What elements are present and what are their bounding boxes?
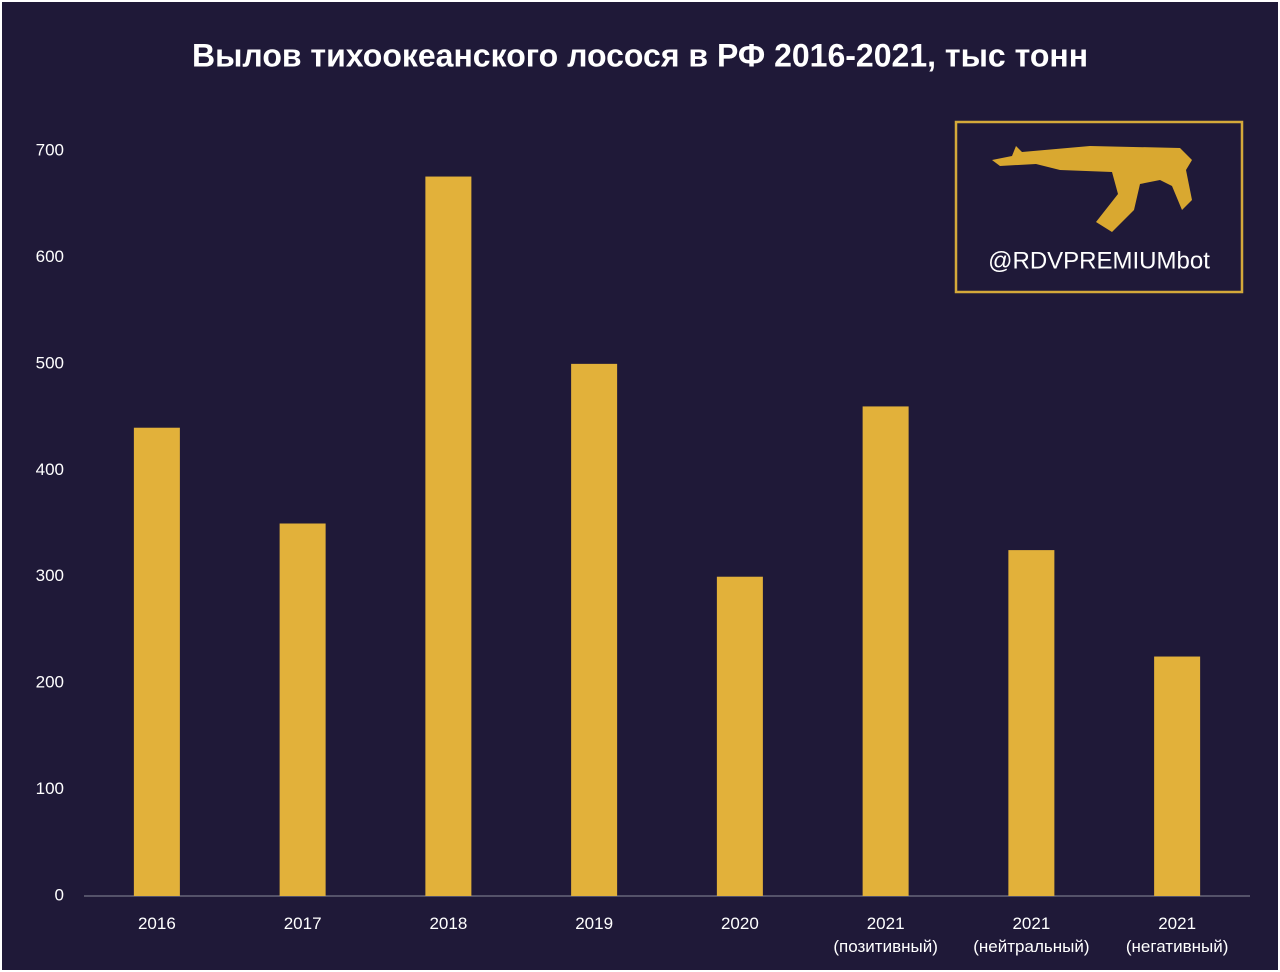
x-tick-label: 2021 (позитивный)	[833, 914, 938, 956]
bar	[1154, 656, 1201, 896]
y-tick-label: 400	[36, 460, 64, 479]
bar	[571, 363, 618, 896]
watermark-icon	[992, 146, 1192, 232]
x-tick-label: 2021 (нейтральный)	[973, 914, 1090, 956]
bar	[133, 427, 180, 896]
y-tick-label: 100	[36, 779, 64, 798]
x-tick-label: 2016	[137, 914, 176, 933]
x-tick-label: 2017	[283, 914, 322, 933]
bar	[279, 523, 326, 896]
y-tick-label: 700	[36, 140, 64, 159]
watermark-box: @RDVPREMIUMbot	[954, 120, 1244, 294]
watermark-text: @RDVPREMIUMbot	[988, 247, 1210, 274]
x-tick-label: 2020	[720, 914, 759, 933]
y-tick-label: 600	[36, 247, 64, 266]
x-tick-label: 2021 (негативный)	[1125, 914, 1229, 956]
y-tick-label: 200	[36, 673, 64, 692]
watermark-frame	[954, 120, 1244, 294]
chart-title: Вылов тихоокеанского лосося в РФ 2016-20…	[192, 37, 1088, 73]
y-tick-label: 0	[55, 885, 64, 904]
y-tick-label: 500	[36, 353, 64, 372]
bar	[425, 176, 472, 897]
bar	[862, 406, 909, 896]
bar	[1008, 550, 1055, 896]
x-tick-label: 2019	[575, 914, 614, 933]
bar	[716, 576, 763, 896]
y-tick-label: 300	[36, 566, 64, 585]
x-tick-label: 2018	[429, 914, 468, 933]
